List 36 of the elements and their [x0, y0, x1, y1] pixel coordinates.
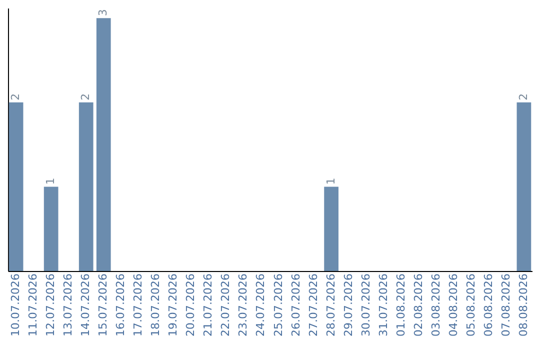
x-tick-label: 22.07.2026 [219, 274, 232, 336]
x-tick-label: 13.07.2026 [62, 274, 75, 336]
data-label: 3 [96, 9, 110, 16]
x-tick-label: 05.08.2026 [464, 274, 478, 336]
x-tick-label: 17.07.2026 [132, 274, 145, 336]
x-tick-label: 25.07.2026 [272, 274, 285, 336]
x-tick-label: 04.08.2026 [446, 274, 460, 336]
x-tick-label: 26.07.2026 [289, 274, 302, 336]
x-tick-label: 15.07.2026 [96, 274, 110, 336]
x-tick-label: 30.07.2026 [359, 274, 372, 336]
x-tick-label: 20.07.2026 [184, 274, 198, 336]
x-tick-label: 07.08.2026 [499, 274, 512, 336]
x-tick-label: 27.07.2026 [306, 274, 320, 336]
x-tick-label: 10.07.2026 [9, 274, 22, 336]
x-tick-label: 08.08.2026 [516, 274, 530, 336]
data-label: 2 [79, 93, 92, 100]
x-tick-label: 23.07.2026 [236, 274, 250, 336]
x-tick-label: 11.07.2026 [26, 274, 40, 336]
x-tick-label: 03.08.2026 [429, 274, 442, 336]
x-tick-label: 24.07.2026 [254, 274, 268, 336]
x-tick-label: 21.07.2026 [202, 274, 215, 336]
x-tick-label: 06.08.2026 [482, 274, 495, 336]
x-tick-label: 16.07.2026 [114, 274, 128, 336]
x-tick-label: 19.07.2026 [166, 274, 180, 336]
data-label: 1 [324, 178, 338, 185]
x-tick-label: 28.07.2026 [324, 274, 338, 336]
x-tick-label: 02.08.2026 [412, 274, 425, 336]
x-tick-label: 18.07.2026 [149, 274, 162, 336]
data-label: 1 [44, 178, 58, 185]
x-tick-label: 29.07.2026 [342, 274, 355, 336]
data-label: 2 [516, 93, 530, 100]
x-tick-label: 12.07.2026 [44, 274, 58, 336]
x-tick-label: 31.07.2026 [376, 274, 390, 336]
x-tick-label: 01.08.2026 [394, 274, 408, 336]
x-tick-label: 14.07.2026 [79, 274, 92, 336]
data-label: 2 [9, 93, 22, 100]
